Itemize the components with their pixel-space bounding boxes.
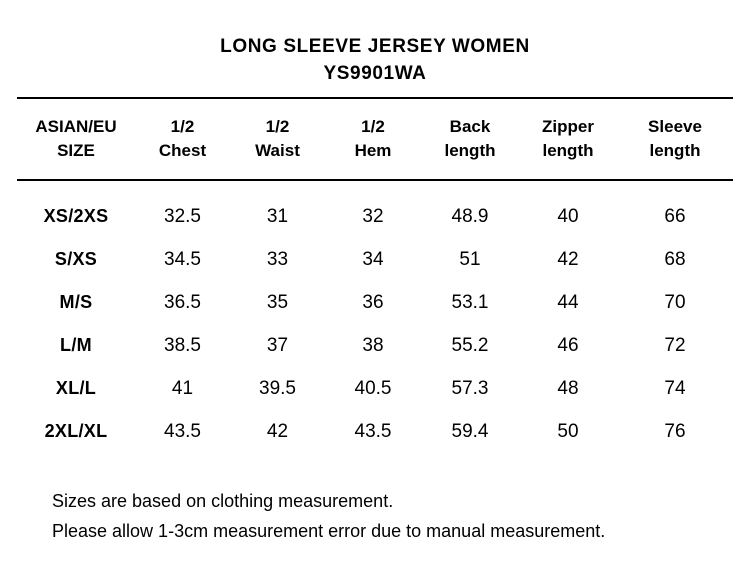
table-row: S/XS 34.5 33 34 51 42 68 <box>17 238 733 281</box>
size-cell: L/M <box>60 335 92 355</box>
table-row: XL/L 41 39.5 40.5 57.3 48 74 <box>17 367 733 410</box>
value-cell: 31 <box>266 205 289 227</box>
value-cell: 74 <box>664 377 686 399</box>
table-row: XS/2XS 32.5 31 32 48.9 40 66 <box>17 195 733 238</box>
column-header-text: length <box>444 141 496 160</box>
value-cell: 68 <box>664 248 686 270</box>
column-header-chest: 1/2 Chest <box>135 98 230 180</box>
value-cell: 48.9 <box>451 205 489 227</box>
column-header-text: Back <box>449 117 491 136</box>
size-cell: XL/L <box>55 378 97 398</box>
size-cell: 2XL/XL <box>44 421 108 441</box>
page-title: LONG SLEEVE JERSEY WOMEN YS9901WA <box>0 0 750 87</box>
value-cell: 32.5 <box>164 205 201 227</box>
column-header-zipper-length: Zipper length <box>519 98 617 180</box>
table-row: L/M 38.5 37 38 55.2 46 72 <box>17 324 733 367</box>
column-header-text: 1/2 <box>170 117 195 136</box>
product-name: LONG SLEEVE JERSEY WOMEN <box>220 36 530 57</box>
value-cell: 72 <box>664 334 686 356</box>
value-cell: 40 <box>557 205 579 227</box>
column-header-size: ASIAN/EU SIZE <box>17 98 135 180</box>
value-cell: 36 <box>362 291 384 313</box>
header-row: ASIAN/EU SIZE 1/2 Chest 1/2 Waist 1/2 He… <box>17 98 733 180</box>
column-header-hem: 1/2 Hem <box>325 98 421 180</box>
value-cell: 55.2 <box>451 334 489 356</box>
value-cell: 57.3 <box>451 377 489 399</box>
value-cell: 48 <box>557 377 579 399</box>
value-cell: 59.4 <box>451 420 489 442</box>
value-cell: 51 <box>459 248 481 270</box>
value-cell: 43.5 <box>354 420 392 442</box>
value-cell: 42 <box>266 420 289 442</box>
note-line: Sizes are based on clothing measurement. <box>52 491 394 511</box>
value-cell: 35 <box>266 291 289 313</box>
value-cell: 50 <box>557 420 579 442</box>
value-cell: 33 <box>266 248 289 270</box>
column-header-text: 1/2 <box>265 117 290 136</box>
value-cell: 38 <box>362 334 384 356</box>
column-header-text: Hem <box>354 141 392 160</box>
value-cell: 36.5 <box>164 291 201 313</box>
value-cell: 38.5 <box>164 334 201 356</box>
value-cell: 34 <box>362 248 384 270</box>
value-cell: 46 <box>557 334 579 356</box>
column-header-text: Sleeve <box>648 117 702 136</box>
column-header-text: length <box>542 141 594 160</box>
column-header-text: length <box>649 141 701 160</box>
size-cell: S/XS <box>54 249 98 269</box>
measurement-notes: Sizes are based on clothing measurement.… <box>52 486 750 546</box>
product-code: YS9901WA <box>323 63 427 84</box>
column-header-text: ASIAN/EU <box>35 117 117 136</box>
note-line: Please allow 1-3cm measurement error due… <box>52 521 606 541</box>
value-cell: 34.5 <box>164 248 201 270</box>
column-header-text: Waist <box>255 141 300 160</box>
value-cell: 76 <box>664 420 686 442</box>
column-header-sleeve-length: Sleeve length <box>617 98 733 180</box>
table-row: 2XL/XL 43.5 42 43.5 59.4 50 76 <box>17 410 733 453</box>
value-cell: 43.5 <box>164 420 201 442</box>
size-table: ASIAN/EU SIZE 1/2 Chest 1/2 Waist 1/2 He… <box>17 97 733 453</box>
column-header-text: 1/2 <box>361 117 385 136</box>
size-table-body: XS/2XS 32.5 31 32 48.9 40 66 S/XS 34.5 33 34 51 42 68… <box>17 180 733 453</box>
size-cell: M/S <box>59 292 93 312</box>
column-header-waist: 1/2 Waist <box>230 98 325 180</box>
value-cell: 32 <box>362 205 384 227</box>
value-cell: 41 <box>171 377 194 399</box>
column-header-text: Chest <box>158 141 207 160</box>
value-cell: 42 <box>557 248 579 270</box>
column-header-text: Zipper <box>542 117 594 136</box>
value-cell: 40.5 <box>354 377 392 399</box>
column-header-back-length: Back length <box>421 98 519 180</box>
value-cell: 53.1 <box>451 291 489 313</box>
size-table-header: ASIAN/EU SIZE 1/2 Chest 1/2 Waist 1/2 He… <box>17 98 733 180</box>
column-header-text: SIZE <box>57 141 95 160</box>
value-cell: 66 <box>664 205 686 227</box>
value-cell: 44 <box>557 291 579 313</box>
value-cell: 70 <box>664 291 686 313</box>
size-cell: XS/2XS <box>43 206 109 226</box>
value-cell: 39.5 <box>259 377 296 399</box>
value-cell: 37 <box>266 334 289 356</box>
table-row: M/S 36.5 35 36 53.1 44 70 <box>17 281 733 324</box>
